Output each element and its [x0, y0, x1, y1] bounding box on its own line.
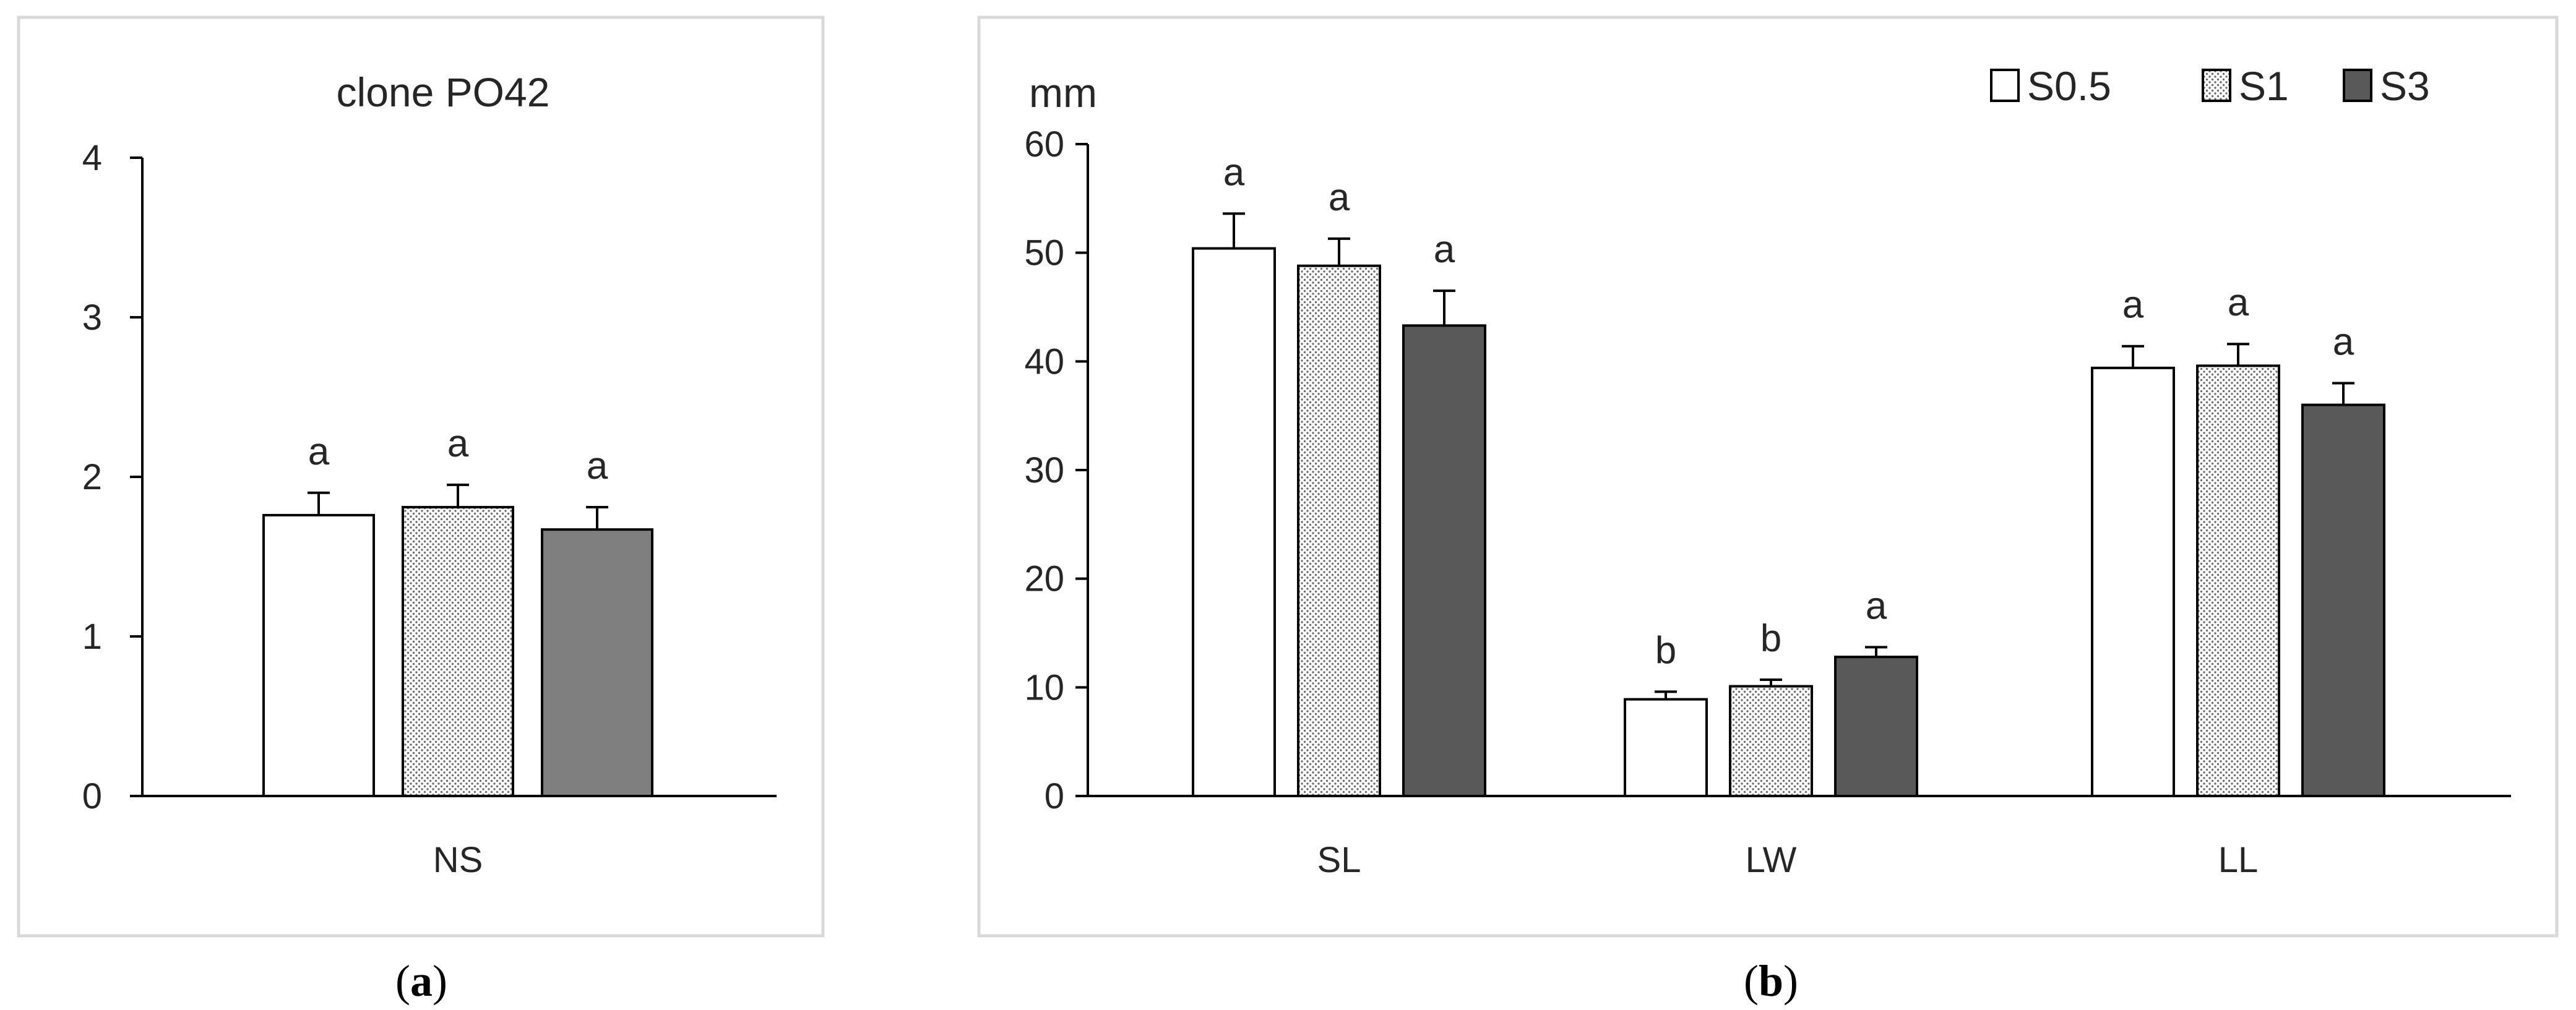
y-tick-label: 10	[1024, 667, 1064, 708]
significance-letter: a	[2122, 284, 2144, 327]
panel-label-b: b	[1759, 956, 1783, 1006]
y-axis-unit-label: mm	[1029, 70, 1097, 116]
x-axis-labels: NS	[433, 840, 483, 880]
bar-s3-sl	[1403, 325, 1485, 796]
y-tick-label: 0	[82, 776, 102, 816]
legend-label: S0.5	[2027, 63, 2111, 109]
y-tick-label: 4	[82, 138, 102, 178]
y-tick-label: 40	[1024, 341, 1064, 382]
bar-s05-sl	[1193, 249, 1275, 796]
bar-s05-lw	[1625, 700, 1707, 796]
y-tick-label: 20	[1024, 559, 1064, 599]
bar-s1-lw	[1730, 687, 1812, 796]
x-category-label: LW	[1746, 840, 1797, 880]
y-tick-label: 1	[82, 617, 102, 657]
figure: clone PO42 0 1 2 3 4 a a a NS (a) mm 0 10 20 30 40…	[0, 0, 2576, 1010]
panel-label-a: a	[410, 956, 433, 1006]
y-tick-label: 50	[1024, 233, 1064, 273]
significance-letter: a	[1866, 584, 1887, 627]
bar-s05-ll	[2092, 368, 2174, 796]
significance-letter: a	[447, 422, 469, 465]
significance-letter: a	[1223, 151, 1245, 194]
significance-letter: a	[2228, 281, 2249, 324]
bar-s1-ll	[2197, 366, 2279, 796]
chart-panel-b: mm 0 10 20 30 40 50 60 a a a b b a a a a SL LW LL S0.5 S1…	[979, 17, 2557, 936]
chart-panel-a: clone PO42 0 1 2 3 4 a a a NS	[19, 17, 823, 936]
legend-swatch-s1	[2203, 70, 2230, 101]
significance-letter: b	[1655, 629, 1676, 672]
significance-letter: a	[1434, 228, 1455, 271]
significance-letter: a	[587, 445, 608, 487]
panel-caption-b: (b)	[1744, 956, 1798, 1006]
x-category-label: LL	[2218, 840, 2259, 880]
y-tick-label: 0	[1045, 776, 1064, 816]
bar-s1-sl	[1298, 266, 1380, 796]
legend: S0.5 S1 S3	[1991, 63, 2430, 109]
legend-label: S3	[2380, 63, 2430, 109]
significance-letter: a	[1329, 176, 1350, 219]
bar-s3-lw	[1835, 657, 1917, 796]
y-tick-label: 2	[82, 457, 102, 497]
legend-swatch-s3	[2344, 70, 2371, 101]
legend-swatch-s05	[1991, 70, 2018, 101]
significance-letter: a	[308, 430, 330, 473]
x-category-label: SL	[1317, 840, 1361, 880]
y-tick-label: 60	[1024, 124, 1064, 165]
chart-title: clone PO42	[337, 69, 550, 115]
x-category-label: NS	[433, 840, 483, 880]
legend-label: S1	[2239, 63, 2289, 109]
y-tick-label: 3	[82, 297, 102, 338]
y-tick-label: 30	[1024, 450, 1064, 490]
bar-s1-ns	[403, 507, 513, 796]
significance-letter: a	[2333, 320, 2354, 363]
bar-s05-ns	[264, 515, 374, 796]
significance-letter: b	[1760, 617, 1781, 660]
panel-caption-a: (a)	[395, 956, 447, 1006]
bar-s3-ll	[2302, 405, 2384, 796]
bar-s3-ns	[542, 529, 652, 796]
